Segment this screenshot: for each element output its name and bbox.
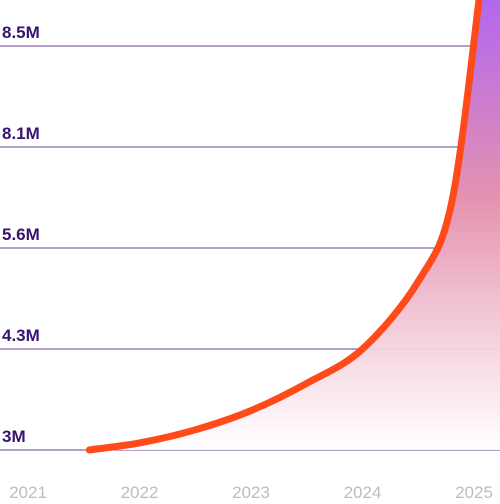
y-tick-label: 5.6M [2,225,40,244]
series-line [85,0,483,454]
x-tick-label: 2023 [232,483,270,502]
x-tick-label: 2025 [455,483,493,502]
x-tick-label: 2024 [344,483,382,502]
x-tick-labels: 2021 2022 2023 2024 2025 [9,483,493,502]
y-tick-label: 8.1M [2,124,40,143]
series-area [89,0,500,450]
y-tick-label: 8.5M [2,23,40,42]
x-tick-label: 2021 [9,483,47,502]
x-tick-label: 2022 [121,483,159,502]
y-tick-label: 4.3M [2,326,40,345]
y-tick-labels: 3M 4.3M 5.6M 8.1M 8.5M [2,23,40,446]
y-tick-label: 3M [2,427,26,446]
